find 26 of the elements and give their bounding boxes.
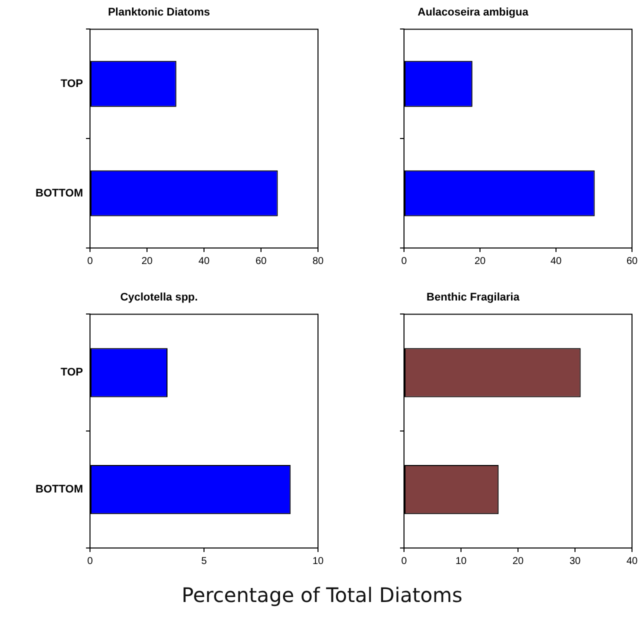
y-tick-label: BOTTOM — [36, 484, 83, 496]
x-tick-label: 20 — [474, 256, 486, 267]
x-tick-label: 10 — [455, 556, 467, 567]
x-tick-label: 30 — [569, 556, 581, 567]
x-tick-label: 0 — [401, 556, 408, 567]
x-tick-label: 40 — [198, 256, 210, 267]
x-tick-label: 40 — [626, 556, 638, 567]
x-tick-label: 60 — [255, 256, 267, 267]
x-tick-label: 20 — [512, 556, 524, 567]
x-tick-label: 0 — [87, 256, 94, 267]
x-tick-label: 40 — [550, 256, 562, 267]
chart-title: Benthic Fragilaria — [426, 292, 520, 304]
x-tick-label: 5 — [201, 556, 208, 567]
y-tick-label: BOTTOM — [36, 187, 83, 200]
chart-title: Cyclotella spp. — [120, 292, 198, 304]
y-tick-label: TOP — [60, 78, 83, 90]
x-tick-label: 20 — [141, 256, 153, 267]
x-tick-label: 80 — [312, 256, 324, 267]
x-tick-label: 10 — [312, 556, 324, 567]
x-axis-title: Percentage of Total Diatoms — [180, 583, 464, 607]
x-tick-label: 0 — [87, 556, 94, 567]
chart-title: Planktonic Diatoms — [108, 6, 210, 19]
x-tick-label: 0 — [401, 256, 408, 267]
x-tick-label: 60 — [626, 256, 638, 267]
chart-title: Aulacoseira ambigua — [418, 6, 530, 19]
y-tick-label: TOP — [60, 366, 83, 379]
